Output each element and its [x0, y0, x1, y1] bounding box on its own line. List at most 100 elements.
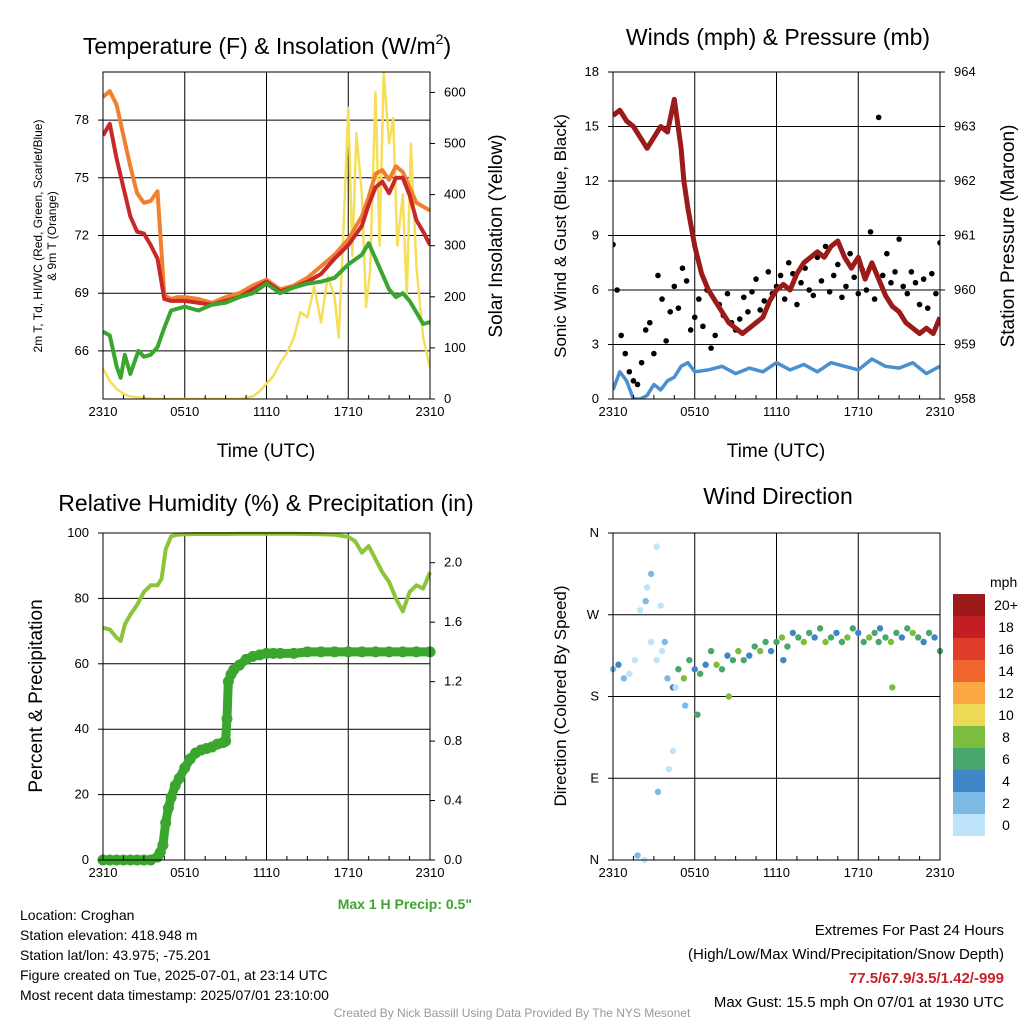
winds-title: Winds (mph) & Pressure (mb) — [626, 24, 930, 50]
humidity-xtick-label: 1110 — [253, 865, 280, 880]
gust-point — [745, 309, 751, 315]
direction-point — [849, 625, 856, 632]
direction-point — [844, 634, 851, 641]
winds-ylabel-right: Station Pressure (Maroon) — [998, 125, 1019, 348]
direction-point — [665, 765, 673, 773]
direction-point — [887, 638, 895, 646]
direction-point — [707, 647, 715, 655]
gust-point — [900, 283, 907, 290]
direction-point — [615, 661, 622, 668]
pressure-ytick-label: 959 — [954, 337, 976, 352]
precip-ytick-label: 0.0 — [444, 852, 462, 867]
gust-point — [798, 279, 804, 286]
gust-point — [757, 307, 763, 313]
gust-point — [851, 274, 857, 281]
temp-xtick-label: 1110 — [253, 404, 280, 419]
direction-point — [637, 607, 644, 614]
insolation-ylabel: Solar Insolation (Yellow) — [486, 134, 507, 337]
direction-point — [643, 584, 651, 591]
gust-point — [659, 296, 665, 302]
temp-ytick-label: 66 — [75, 343, 89, 358]
recent-text: Most recent data timestamp: 2025/07/01 2… — [20, 987, 329, 1003]
direction-point — [620, 675, 628, 682]
direction-point — [702, 661, 709, 668]
pressure-ytick-label: 958 — [954, 391, 976, 406]
gust-point — [912, 279, 919, 286]
humidity-ytick-label: 40 — [75, 721, 89, 736]
direction-xtick-label: 1710 — [844, 865, 873, 880]
direction-point — [729, 656, 737, 664]
temp-ytick-label: 75 — [75, 170, 89, 185]
gust-point — [896, 236, 902, 242]
extremes-subtitle: (High/Low/Max Wind/Precipitation/Snow De… — [688, 946, 1004, 963]
legend-swatch — [953, 616, 985, 638]
legend-swatch — [953, 748, 985, 770]
direction-point — [904, 625, 911, 632]
direction-point — [931, 634, 938, 641]
winds-xtick-label: 2310 — [599, 404, 628, 419]
direction-point — [713, 661, 720, 668]
gust-point — [867, 229, 874, 235]
winds-xtick-label: 1710 — [844, 404, 873, 419]
precip-ytick-label: 1.6 — [444, 614, 462, 629]
temp-xtick-label: 2310 — [416, 404, 445, 419]
temperature-title: Temperature (F) & Insolation (W/m2) — [83, 31, 451, 59]
direction-point — [833, 629, 840, 637]
direction-point — [664, 675, 671, 682]
legend-swatch — [953, 682, 985, 704]
direction-point — [697, 670, 704, 677]
winds-ytick-label: 12 — [585, 173, 599, 188]
humidity-xtick-label: 2310 — [89, 865, 118, 880]
extremes-info: Extremes For Past 24 Hours (High/Low/Max… — [688, 919, 1004, 1015]
extremes-title: Extremes For Past 24 Hours — [814, 922, 1004, 939]
direction-point — [647, 638, 655, 646]
direction-point — [898, 634, 906, 641]
gust-point — [741, 294, 747, 301]
gust-point — [810, 292, 817, 299]
max-gust-text: Max Gust: 15.5 mph On 07/01 at 1930 UTC — [713, 994, 1004, 1011]
insolation-ytick-label: 600 — [444, 84, 466, 99]
precip-ytick-label: 0.4 — [444, 793, 462, 808]
winds-ytick-label: 9 — [592, 228, 599, 243]
gust-point — [626, 368, 633, 375]
legend-label: 2 — [1002, 795, 1010, 811]
gust-point — [888, 279, 894, 286]
precip-ytick-label: 1.2 — [444, 674, 462, 689]
direction-point — [762, 638, 769, 646]
temperature-series-line — [103, 241, 430, 380]
gust-point — [765, 269, 772, 275]
gust-point — [863, 287, 870, 293]
temperature-ylabel-2: & 9m T (Orange) — [45, 191, 59, 281]
gust-point — [785, 259, 792, 266]
direction-point — [686, 656, 693, 664]
winds-ylabel-left: Sonic Wind & Gust (Blue, Black) — [551, 114, 570, 358]
direction-point — [724, 652, 731, 659]
direction-point — [860, 638, 867, 646]
direction-point — [784, 643, 791, 650]
direction-ytick-label: W — [587, 607, 600, 622]
gust-point — [618, 332, 624, 339]
direction-point — [780, 656, 787, 664]
direction-point — [740, 656, 747, 664]
humidity-ytick-label: 80 — [75, 590, 89, 605]
gust-point — [679, 265, 686, 272]
gust-point — [884, 250, 890, 257]
winds-xtick-label: 0510 — [680, 404, 709, 419]
gust-point — [929, 270, 935, 277]
legend-label: 4 — [1002, 773, 1010, 789]
direction-point — [682, 702, 689, 709]
legend-label: 12 — [998, 685, 1014, 701]
direction-point — [672, 684, 679, 691]
gust-point — [614, 287, 620, 293]
insolation-ytick-label: 0 — [444, 391, 451, 406]
direction-point — [789, 629, 797, 637]
gust-point — [871, 296, 878, 302]
direction-point — [669, 747, 677, 755]
winds-xtick-label: 1110 — [763, 404, 790, 419]
pressure-ytick-label: 962 — [954, 173, 976, 188]
humidity-ytick-label: 0 — [82, 852, 89, 867]
legend-label: 20+ — [994, 597, 1018, 613]
pressure-ytick-label: 964 — [954, 64, 976, 79]
